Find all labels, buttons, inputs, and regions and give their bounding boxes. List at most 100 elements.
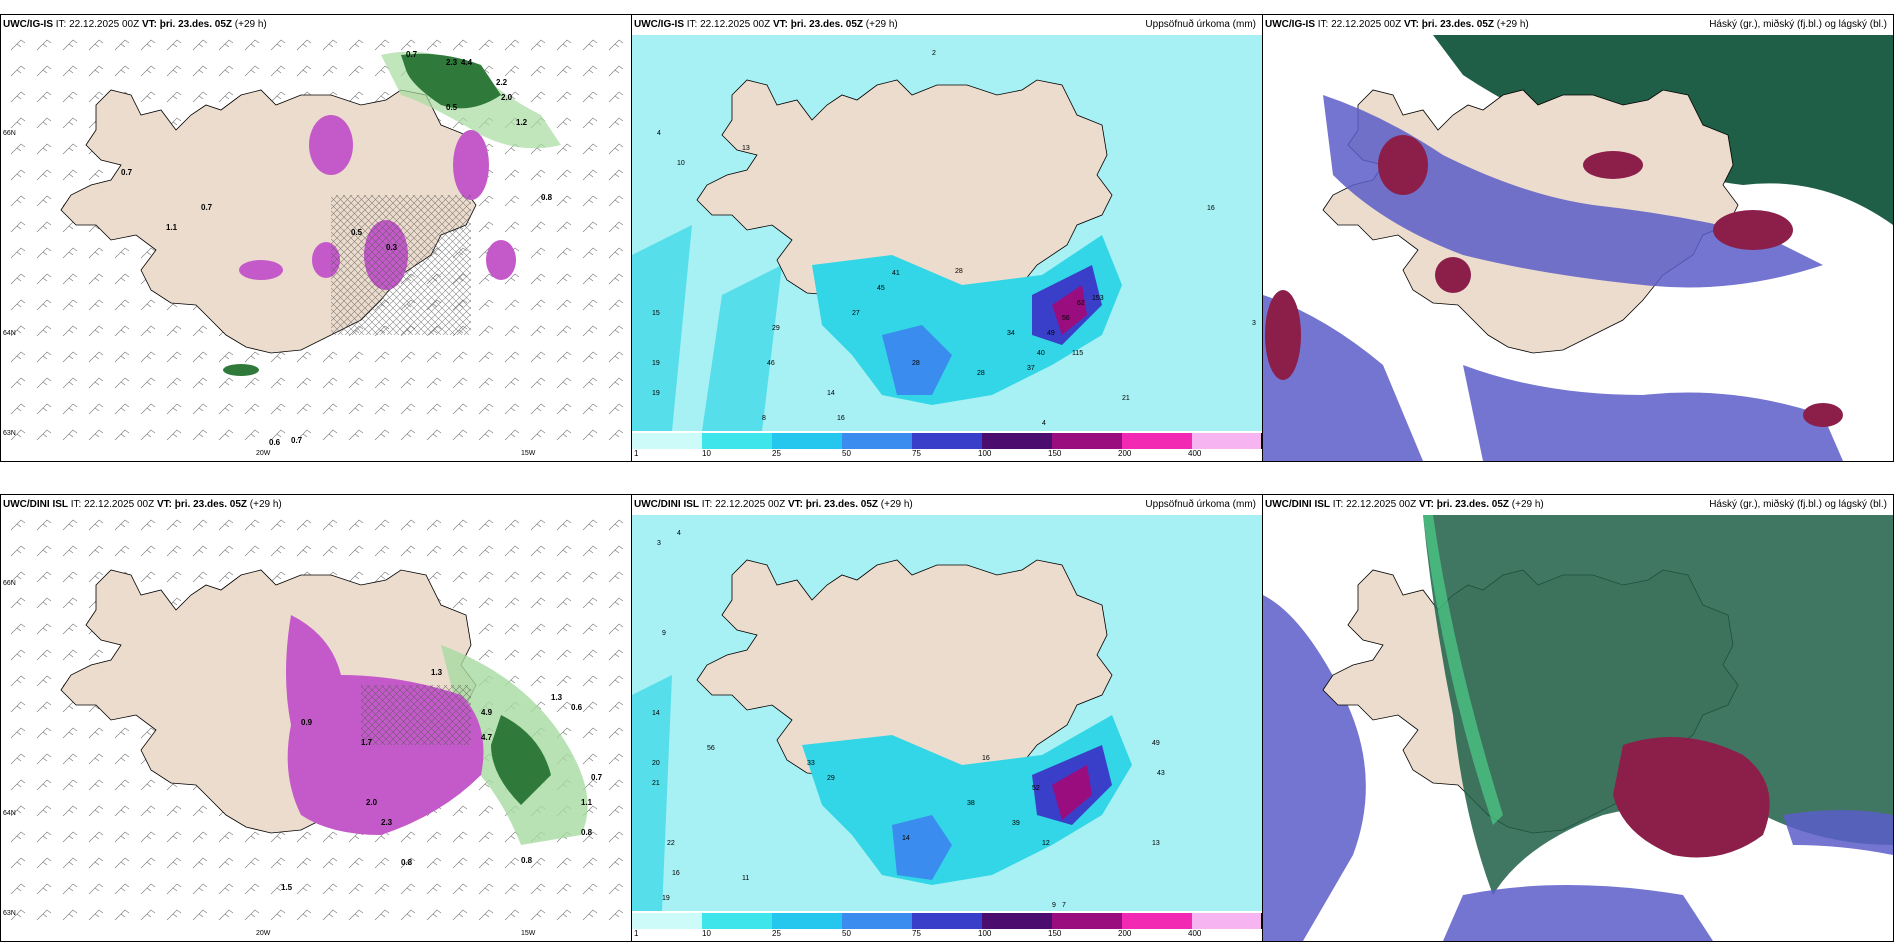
wind-barb [400, 545, 416, 557]
wind-barb [582, 247, 598, 259]
wind-barb [426, 403, 442, 415]
map-area [1263, 515, 1893, 941]
colorbar-label: 100 [978, 449, 992, 458]
colorbar-label: 400 [1188, 449, 1202, 458]
wind-barb [608, 221, 624, 233]
value: 16 [1207, 205, 1215, 212]
mid-cloud [1463, 365, 1843, 461]
wind-barb [426, 39, 442, 51]
colorbar-label: 400 [1188, 929, 1202, 938]
wind-barb [10, 403, 26, 415]
value: 62 [1077, 300, 1085, 307]
wind-barb [10, 221, 26, 233]
wind-barb [166, 571, 182, 583]
wind-barb [296, 831, 312, 843]
wind-barb [530, 857, 546, 869]
wind-barb [270, 377, 286, 389]
wind-barb [166, 325, 182, 337]
wind-barb [426, 571, 442, 583]
lon-label: 20W [256, 450, 271, 457]
vt-label: VT: [1418, 499, 1434, 510]
wind-barb [36, 519, 52, 531]
wind-barb [36, 597, 52, 609]
wind-barb [530, 195, 546, 207]
wind-barb [10, 91, 26, 103]
wind-barb [192, 571, 208, 583]
valid-time: þri. 23.des. 05Z [805, 499, 879, 510]
wind-barb [608, 571, 624, 583]
value: 9 [1052, 902, 1056, 909]
wind-barb [400, 831, 416, 843]
wind-barb [140, 545, 156, 557]
wind-barb [348, 403, 364, 415]
wind-barb [62, 351, 78, 363]
wind-barb [348, 351, 364, 363]
wind-barb [504, 403, 520, 415]
wind-barb [218, 831, 234, 843]
wind-barb [608, 325, 624, 337]
wind-barb [504, 39, 520, 51]
wind-barb [166, 519, 182, 531]
init-time: 22.12.2025 00Z [1331, 19, 1402, 30]
value: 0.8 [581, 828, 593, 837]
wind-barb [270, 831, 286, 843]
colorbar-swatch [702, 433, 773, 449]
snow-area [239, 260, 283, 280]
value: 2.0 [501, 93, 513, 102]
wind-barb [504, 65, 520, 77]
wind-barb [322, 883, 338, 895]
mid-cloud [1323, 95, 1823, 288]
colorbar-swatch [1052, 433, 1123, 449]
wind-barb [114, 857, 130, 869]
precip-band [632, 225, 692, 431]
wind-barb [140, 805, 156, 817]
wind-barb [426, 377, 442, 389]
wind-barb [270, 857, 286, 869]
snow-area [486, 240, 516, 280]
wind-barb [270, 519, 286, 531]
wind-barb [478, 39, 494, 51]
values: 0.9 1.3 1.7 2.0 2.3 4.9 4.7 1.3 0.6 0.7 … [281, 668, 603, 892]
wind-barb [582, 675, 598, 687]
wind-barb [556, 623, 572, 635]
wind-barb [582, 143, 598, 155]
lat-label: 64N [3, 810, 16, 817]
wind-barb [166, 883, 182, 895]
precip-band [702, 265, 782, 431]
value: 12 [1042, 840, 1050, 847]
value: 16 [837, 415, 845, 422]
wind-barb [556, 701, 572, 713]
valid-time: þri. 23.des. 05Z [1421, 19, 1495, 30]
colorbar-swatch [842, 913, 913, 929]
wind-barb [88, 883, 104, 895]
wind-barb [504, 325, 520, 337]
value: 21 [1122, 395, 1130, 402]
wind-barb [114, 519, 130, 531]
value: 1.3 [431, 668, 443, 677]
wind-barb [608, 299, 624, 311]
colorbar: 1 10 25 50 75 100 150 200 400 [632, 431, 1262, 461]
wind-barb [608, 247, 624, 259]
value: 56 [707, 745, 715, 752]
value: 2.3 [381, 818, 393, 827]
wind-barb [114, 377, 130, 389]
wind-barb [192, 429, 208, 441]
wind-barb [114, 403, 130, 415]
wind-barb [322, 39, 338, 51]
panel-header: UWC/IG-IS IT: 22.12.2025 00Z VT: þri. 23… [1263, 15, 1893, 35]
panel-header: UWC/DINI ISL IT: 22.12.2025 00Z VT: þri.… [1, 495, 631, 515]
init-time: 22.12.2025 00Z [84, 499, 155, 510]
wind-barb [504, 545, 520, 557]
wind-barb [530, 545, 546, 557]
value: 19 [652, 390, 660, 397]
wind-barb [608, 779, 624, 791]
wind-barb [244, 883, 260, 895]
value: 22 [667, 840, 675, 847]
wind-barb [270, 91, 286, 103]
wind-barb [582, 909, 598, 921]
wind-barb [322, 429, 338, 441]
wind-barb [530, 247, 546, 259]
wind-barb [114, 429, 130, 441]
panel-header: UWC/IG-IS IT: 22.12.2025 00Z VT: þri. 23… [1, 15, 631, 35]
low-cloud [1583, 151, 1643, 179]
